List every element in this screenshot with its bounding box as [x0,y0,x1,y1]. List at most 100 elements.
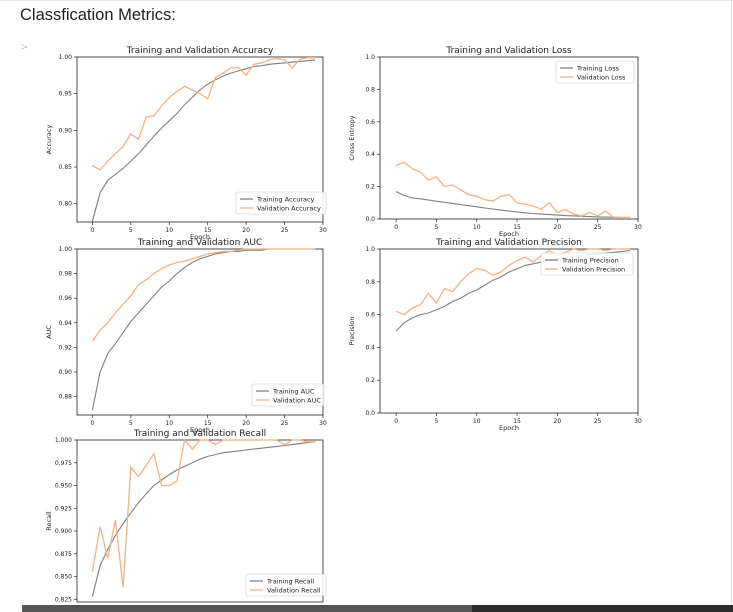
y-axis-label: AUC [45,325,53,339]
legend-label: Training Recall [266,577,314,585]
chart-2: Training and Validation Loss 0.0 0.2 0.4 0.6… [348,46,642,238]
y-tick-label: 0.4 [365,344,375,351]
y-tick-label: 0.6 [365,119,375,126]
chart-frame [76,248,324,416]
x-tick-label: 10 [165,420,173,427]
x-axis-label: Epoch [499,424,519,432]
chart-title: Training and Validation AUC [137,238,263,248]
x-axis-label: Epoch [190,233,210,241]
chart-title: Training and Validation Loss [445,46,572,56]
legend-label: Validation AUC [273,396,321,404]
x-tick-label: 25 [281,420,289,427]
chart-3: Training and Validation AUC 0.88 0.90 0.92 0… [45,238,327,434]
validation-series-line [395,161,630,219]
x-tick-label: 20 [554,418,562,425]
y-tick-label: 1.00 [59,246,73,253]
x-tick-label: 30 [319,420,327,427]
y-tick-label: 0.925 [55,505,72,512]
y-tick-label: 0.96 [59,295,73,302]
x-tick-label: 20 [554,224,562,231]
y-tick-label: 0.4 [365,151,375,158]
validation-series-line [92,57,316,171]
x-tick-label: 20 [242,227,250,234]
y-tick-label: 0.8 [365,86,375,93]
y-axis-label: Precision [348,316,356,345]
y-tick-label: 0.825 [55,596,72,603]
y-tick-label: 0.6 [365,312,375,319]
y-tick-label: 0.8 [365,279,375,286]
x-tick-label: 0 [90,420,94,427]
x-tick-label: 10 [473,418,481,425]
x-tick-label: 30 [319,227,327,234]
x-tick-label: 5 [129,227,133,234]
training-series-line [91,441,316,597]
y-tick-label: 1.0 [365,54,375,61]
x-tick-label: 15 [513,224,521,231]
chart-5: Training and Validation Recall 0.825 0.850… [45,429,327,603]
y-axis-label: Cross Entropy [348,115,356,160]
validation-series-line [395,248,630,316]
y-tick-label: 0.850 [55,574,72,581]
x-tick-label: 30 [634,224,642,231]
y-tick-label: 0.975 [55,460,72,467]
horizontal-scrollbar-thumb[interactable] [22,605,472,612]
legend-label: Validation Accuracy [257,204,321,212]
y-axis-label: Accuracy [45,125,53,155]
chart-title: Training and Validation Precision [435,238,582,248]
x-tick-label: 20 [242,420,250,427]
chart-frame [379,56,639,220]
x-tick-label: 0 [394,224,398,231]
legend-label: Validation Recall [267,586,321,594]
y-tick-label: 0.2 [365,184,375,191]
y-tick-label: 0.94 [59,320,73,327]
y-tick-label: 0.950 [55,483,72,490]
x-tick-label: 0 [394,418,398,425]
chart-1: Training and Validation Accuracy 0.80 0.85… [45,46,327,241]
x-tick-label: 10 [165,227,173,234]
y-tick-label: 1.00 [59,54,73,61]
section-heading: Classfication Metrics: [20,6,176,24]
training-series-line [91,59,316,222]
x-tick-label: 5 [435,224,439,231]
legend-label: Validation Loss [577,73,626,81]
x-tick-label: 5 [435,418,439,425]
legend-label: Training AUC [272,387,315,395]
y-tick-label: 0.80 [59,201,73,208]
legend-label: Training Accuracy [256,195,315,203]
y-tick-label: 0.0 [365,216,375,223]
y-tick-label: 0.90 [59,369,73,376]
y-tick-label: 0.98 [59,271,73,278]
cell-right-border [731,0,732,612]
x-tick-label: 15 [513,418,521,425]
legend-label: Validation Precision [562,265,625,273]
x-tick-label: 30 [634,418,642,425]
training-series-line [395,191,630,219]
legend-box [235,191,327,215]
y-axis-label: Recall [45,511,53,531]
chart-frame [76,56,324,223]
y-tick-label: 1.000 [55,437,72,444]
y-tick-label: 0.85 [59,164,73,171]
legend-label: Training Loss [576,64,620,72]
legend-box [251,383,325,407]
chart-title: Training and Validation Accuracy [126,46,274,56]
y-tick-label: 0.95 [59,91,73,98]
y-tick-label: 0.900 [55,528,72,535]
x-tick-label: 5 [129,420,133,427]
y-tick-label: 1.0 [365,246,375,253]
x-tick-label: 10 [473,224,481,231]
x-tick-label: 25 [594,418,602,425]
chart-4: Training and Validation Precision 0.0 0.2 0… [348,238,642,432]
x-axis-label: Epoch [190,426,210,434]
x-axis-label: Epoch [499,230,519,238]
y-tick-label: 0.90 [59,127,73,134]
y-tick-label: 0.0 [365,410,375,417]
legend-box [555,60,635,84]
legend-box [540,252,634,276]
x-tick-label: 25 [594,224,602,231]
y-tick-label: 0.2 [365,377,375,384]
cell-top-border [0,0,733,1]
output-collapse-toggle[interactable]: > [20,42,29,53]
legend-box [245,573,327,597]
